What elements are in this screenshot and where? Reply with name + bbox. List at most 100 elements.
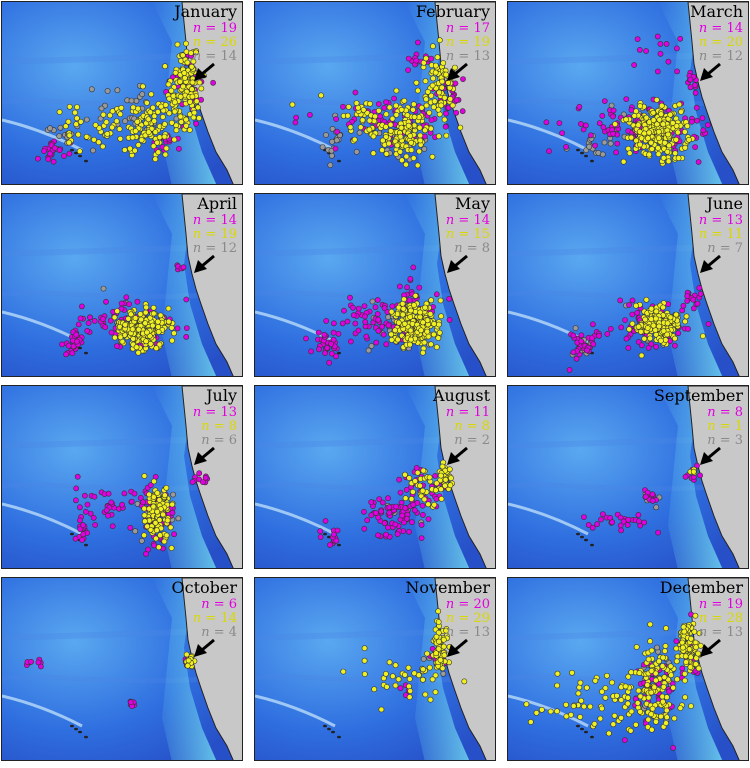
track-point <box>656 658 662 665</box>
track-point <box>666 142 672 149</box>
count-a-value: 19 <box>726 597 743 612</box>
track-point <box>440 636 447 643</box>
track-point <box>590 321 596 328</box>
track-point <box>404 112 411 119</box>
track-point <box>321 331 328 338</box>
track-point <box>625 344 632 351</box>
track-point <box>35 659 42 666</box>
track-point <box>599 705 605 712</box>
track-point <box>688 635 694 642</box>
track-point <box>700 127 707 134</box>
track-point <box>576 103 583 110</box>
track-point <box>629 297 636 304</box>
track-point <box>331 531 337 538</box>
track-point <box>429 82 436 89</box>
track-point <box>435 619 442 625</box>
track-point <box>643 48 649 54</box>
count-legend: n = 11 n = 8 n = 2 <box>446 406 490 448</box>
track-point <box>383 99 389 105</box>
track-point <box>648 726 655 733</box>
track-point <box>578 121 584 127</box>
track-point <box>77 315 84 322</box>
track-point <box>428 92 435 99</box>
track-point <box>609 679 615 686</box>
count-c-value: 6 <box>228 433 237 448</box>
count-legend: n = 14 n = 20 n = 12 <box>699 22 743 64</box>
track-point <box>368 512 375 519</box>
island-chain <box>255 502 336 536</box>
count-b: n = 28 <box>699 612 743 626</box>
count-a: n = 20 <box>446 598 490 612</box>
track-point <box>163 532 170 539</box>
island-chain <box>2 694 83 728</box>
track-point <box>161 538 168 545</box>
track-point <box>428 55 435 62</box>
track-point <box>596 120 603 127</box>
count-c: n = 8 <box>446 242 490 256</box>
count-prefix: n = <box>445 625 474 640</box>
track-point <box>178 119 185 125</box>
track-point <box>119 501 125 508</box>
track-point <box>156 497 163 503</box>
track-point <box>92 122 99 128</box>
track-point <box>695 665 702 672</box>
track-point <box>116 126 123 132</box>
month-label: May <box>455 194 490 213</box>
track-point <box>141 473 148 479</box>
track-point <box>373 510 379 516</box>
track-point <box>63 351 69 358</box>
count-legend: n = 19 n = 26 n = 14 <box>193 22 237 64</box>
track-point <box>113 118 120 124</box>
track-point <box>174 41 181 48</box>
track-point <box>117 334 124 341</box>
track-point <box>413 57 420 64</box>
track-point <box>395 676 402 683</box>
track-point <box>433 633 440 640</box>
count-prefix: n = <box>445 597 474 612</box>
track-point <box>692 90 699 96</box>
track-point <box>361 508 367 515</box>
track-point <box>430 331 437 338</box>
track-point <box>107 317 114 324</box>
track-point <box>704 122 711 128</box>
track-point <box>179 52 186 59</box>
count-a: n = 11 <box>446 406 490 420</box>
track-point <box>432 487 439 494</box>
track-point <box>427 311 434 317</box>
track-point <box>113 343 120 349</box>
track-point <box>138 316 145 323</box>
arrow-icon <box>700 638 721 657</box>
count-prefix: n = <box>445 611 474 626</box>
track-point <box>410 101 417 108</box>
track-point <box>389 303 396 310</box>
count-b-value: 14 <box>220 611 237 626</box>
track-point <box>429 43 436 50</box>
track-point <box>432 62 439 69</box>
track-point <box>690 296 697 303</box>
island <box>84 735 88 739</box>
track-point <box>393 503 399 510</box>
track-point <box>375 532 381 539</box>
track-point <box>650 109 657 116</box>
count-prefix: n = <box>698 227 727 242</box>
track-point <box>148 91 155 98</box>
track-point <box>383 111 390 118</box>
track-point <box>679 639 686 646</box>
track-point <box>154 109 161 115</box>
track-point <box>441 652 448 659</box>
island-chain <box>508 118 589 152</box>
count-legend: n = 6 n = 14 n = 4 <box>193 598 237 640</box>
track-point <box>442 476 449 483</box>
count-a: n = 6 <box>193 598 237 612</box>
track-point <box>79 303 85 310</box>
count-prefix: n = <box>445 35 474 50</box>
island <box>337 159 341 163</box>
track-point <box>368 499 375 506</box>
track-point <box>111 314 118 321</box>
track-point <box>105 512 111 519</box>
track-point <box>404 284 410 291</box>
series-b-points <box>402 459 455 510</box>
track-point <box>412 292 419 299</box>
count-prefix: n = <box>192 213 221 228</box>
track-point <box>424 650 430 657</box>
